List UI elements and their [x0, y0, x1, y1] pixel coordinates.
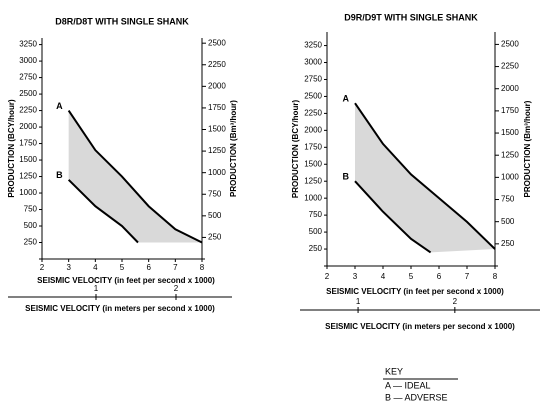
x-tick-label: 6 — [146, 263, 151, 272]
y-tick-label: 2250 — [304, 109, 322, 118]
y2-tick-label: 1750 — [501, 106, 519, 115]
y2-axis-title: PRODUCTION (Bm³/hour) — [523, 100, 532, 197]
series-label: B — [56, 170, 63, 180]
y-tick-label: 2750 — [19, 73, 37, 82]
x-tick-label: 7 — [465, 272, 470, 281]
y-tick-label: 2000 — [304, 125, 322, 134]
chart-title: D8R/D8T WITH SINGLE SHANK — [55, 16, 189, 26]
y2-tick-label: 500 — [501, 217, 515, 226]
y-tick-label: 750 — [24, 205, 38, 214]
chart-title: D9R/D9T WITH SINGLE SHANK — [344, 12, 478, 22]
y2-tick-label: 250 — [501, 239, 515, 248]
x-tick-label: 3 — [66, 263, 71, 272]
key-item: B — ADVERSE — [385, 392, 448, 402]
y2-tick-label: 1500 — [208, 125, 226, 134]
y-tick-label: 1000 — [19, 188, 37, 197]
x2-axis-title: SEISMIC VELOCITY (in meters per second x… — [25, 304, 215, 313]
x2-axis-title: SEISMIC VELOCITY (in meters per second x… — [325, 322, 515, 331]
shaded-range — [355, 103, 495, 253]
x-tick-label: 8 — [200, 263, 205, 272]
x2-tick-label: 2 — [174, 284, 179, 293]
y-axis-title: PRODUCTION (BCY/hour) — [7, 99, 16, 198]
series-line — [354, 180, 432, 254]
y-tick-label: 1500 — [19, 155, 37, 164]
x2-tick-label: 1 — [94, 284, 99, 293]
y-tick-label: 2500 — [19, 89, 37, 98]
x-tick-label: 2 — [325, 272, 330, 281]
y2-tick-label: 1750 — [208, 103, 226, 112]
y-tick-label: 1000 — [304, 193, 322, 202]
x-axis-title: SEISMIC VELOCITY (in feet per second x 1… — [326, 287, 504, 296]
x-tick-label: 6 — [437, 272, 442, 281]
y2-tick-label: 500 — [208, 211, 222, 220]
y-tick-label: 2500 — [304, 92, 322, 101]
x-tick-label: 8 — [493, 272, 498, 281]
y-tick-label: 1250 — [304, 176, 322, 185]
y-tick-label: 2250 — [19, 106, 37, 115]
key-item: A — IDEAL — [385, 380, 431, 390]
y2-tick-label: 2000 — [501, 84, 519, 93]
y-tick-label: 1750 — [19, 139, 37, 148]
y-tick-label: 250 — [24, 238, 38, 247]
y2-tick-label: 2000 — [208, 81, 226, 90]
x2-tick-label: 1 — [356, 297, 361, 306]
y2-tick-label: 2250 — [208, 60, 226, 69]
y2-tick-label: 2500 — [208, 38, 226, 47]
y-tick-label: 1500 — [304, 159, 322, 168]
y2-tick-label: 2500 — [501, 40, 519, 49]
y2-tick-label: 2250 — [501, 62, 519, 71]
y2-tick-label: 1250 — [501, 150, 519, 159]
y-tick-label: 750 — [309, 210, 323, 219]
shaded-range — [68, 110, 203, 243]
y-tick-label: 3000 — [19, 56, 37, 65]
y-tick-label: 1250 — [19, 172, 37, 181]
x-tick-label: 5 — [409, 272, 414, 281]
y2-axis-title: PRODUCTION (Bm³/hour) — [229, 100, 238, 197]
y-tick-label: 500 — [24, 221, 38, 230]
y2-tick-label: 1000 — [208, 168, 226, 177]
y2-tick-label: 750 — [501, 195, 515, 204]
series-label: A — [56, 101, 63, 111]
x2-tick-label: 2 — [453, 297, 458, 306]
key-title: KEY — [385, 366, 403, 376]
x-tick-label: 4 — [93, 263, 98, 272]
x-tick-label: 5 — [120, 263, 125, 272]
y-axis-title: PRODUCTION (BCY/hour) — [291, 100, 300, 199]
y2-tick-label: 1500 — [501, 128, 519, 137]
y-tick-label: 3250 — [19, 40, 37, 49]
y-tick-label: 3250 — [304, 41, 322, 50]
y-tick-label: 250 — [309, 244, 323, 253]
y-tick-label: 500 — [309, 227, 323, 236]
x-tick-label: 4 — [381, 272, 386, 281]
y-tick-label: 1750 — [304, 142, 322, 151]
x-tick-label: 2 — [40, 263, 45, 272]
x-tick-label: 3 — [353, 272, 358, 281]
series-label: B — [343, 172, 350, 182]
y2-tick-label: 250 — [208, 233, 222, 242]
y2-tick-label: 1250 — [208, 146, 226, 155]
series-line — [354, 102, 496, 250]
y-tick-label: 2750 — [304, 75, 322, 84]
y2-tick-label: 750 — [208, 189, 222, 198]
y2-tick-label: 1000 — [501, 172, 519, 181]
y-tick-label: 3000 — [304, 58, 322, 67]
series-line — [67, 110, 203, 244]
y-tick-label: 2000 — [19, 122, 37, 131]
x-axis-title: SEISMIC VELOCITY (in feet per second x 1… — [37, 276, 215, 285]
series-line — [67, 179, 139, 244]
series-label: A — [343, 94, 350, 104]
x-tick-label: 7 — [173, 263, 178, 272]
